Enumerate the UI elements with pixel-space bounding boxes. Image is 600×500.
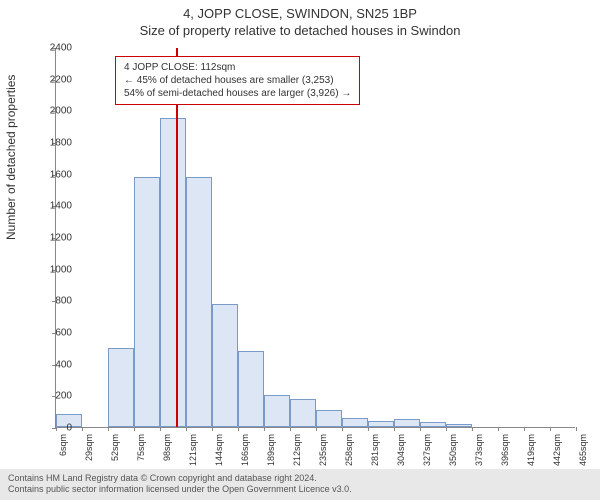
histogram-bar [160,118,186,427]
xtick-mark [186,427,187,431]
histogram-bar [108,348,134,427]
xtick-mark [576,427,577,431]
ytick-label: 200 [55,391,72,402]
xtick-mark [342,427,343,431]
histogram-bar [186,177,212,427]
xtick-label: 212sqm [292,434,302,466]
xtick-label: 98sqm [162,434,172,461]
xtick-label: 327sqm [422,434,432,466]
xtick-label: 465sqm [578,434,588,466]
xtick-label: 6sqm [58,434,68,456]
histogram-bar [420,422,446,427]
xtick-label: 373sqm [474,434,484,466]
histogram-bar [316,410,342,427]
histogram-bar [342,418,368,428]
xtick-label: 419sqm [526,434,536,466]
xtick-mark [134,427,135,431]
xtick-mark [212,427,213,431]
ytick-label: 0 [66,423,72,434]
ytick-label: 2400 [50,43,72,54]
xtick-label: 166sqm [240,434,250,466]
xtick-label: 52sqm [110,434,120,461]
xtick-label: 304sqm [396,434,406,466]
xtick-label: 350sqm [448,434,458,466]
ytick-label: 1400 [50,201,72,212]
annot-line3: 54% of semi-detached houses are larger (… [124,87,351,100]
xtick-mark [238,427,239,431]
xtick-label: 189sqm [266,434,276,466]
xtick-mark [368,427,369,431]
xtick-mark [394,427,395,431]
xtick-label: 281sqm [370,434,380,466]
xtick-label: 235sqm [318,434,328,466]
xtick-label: 121sqm [188,434,198,466]
xtick-mark [472,427,473,431]
xtick-label: 29sqm [84,434,94,461]
footer: Contains HM Land Registry data © Crown c… [0,469,600,500]
histogram-bar [264,395,290,427]
xtick-label: 396sqm [500,434,510,466]
xtick-mark [446,427,447,431]
xtick-mark [160,427,161,431]
xtick-label: 442sqm [552,434,562,466]
ytick-label: 400 [55,359,72,370]
page-title: 4, JOPP CLOSE, SWINDON, SN25 1BP [0,0,600,21]
ytick-label: 1000 [50,264,72,275]
ytick-label: 1600 [50,169,72,180]
histogram-bar [368,421,394,427]
annot-line1: 4 JOPP CLOSE: 112sqm [124,61,351,74]
chart-area: 4 JOPP CLOSE: 112sqm ← 45% of detached h… [55,48,575,428]
xtick-mark [420,427,421,431]
xtick-mark [108,427,109,431]
histogram-bar [134,177,160,427]
footer-line2: Contains public sector information licen… [8,484,592,496]
xtick-mark [82,427,83,431]
histogram-bar [290,399,316,428]
xtick-label: 144sqm [214,434,224,466]
page-subtitle: Size of property relative to detached ho… [0,21,600,38]
xtick-mark [498,427,499,431]
xtick-mark [264,427,265,431]
histogram-bar [446,424,472,427]
xtick-mark [316,427,317,431]
xtick-label: 75sqm [136,434,146,461]
xtick-mark [290,427,291,431]
annot-line2: ← 45% of detached houses are smaller (3,… [124,74,351,87]
annotation-box: 4 JOPP CLOSE: 112sqm ← 45% of detached h… [115,56,360,105]
ytick-label: 2000 [50,106,72,117]
ytick-label: 1800 [50,138,72,149]
plot-region [55,48,575,428]
ytick-label: 600 [55,328,72,339]
xtick-label: 258sqm [344,434,354,466]
xtick-mark [550,427,551,431]
histogram-bar [238,351,264,427]
y-axis-label: Number of detached properties [4,75,18,240]
histogram-bar [394,419,420,427]
footer-line1: Contains HM Land Registry data © Crown c… [8,473,592,485]
ytick-label: 1200 [50,233,72,244]
xtick-mark [56,427,57,431]
ytick-label: 2200 [50,74,72,85]
ytick-label: 800 [55,296,72,307]
xtick-mark [524,427,525,431]
histogram-bar [212,304,238,428]
